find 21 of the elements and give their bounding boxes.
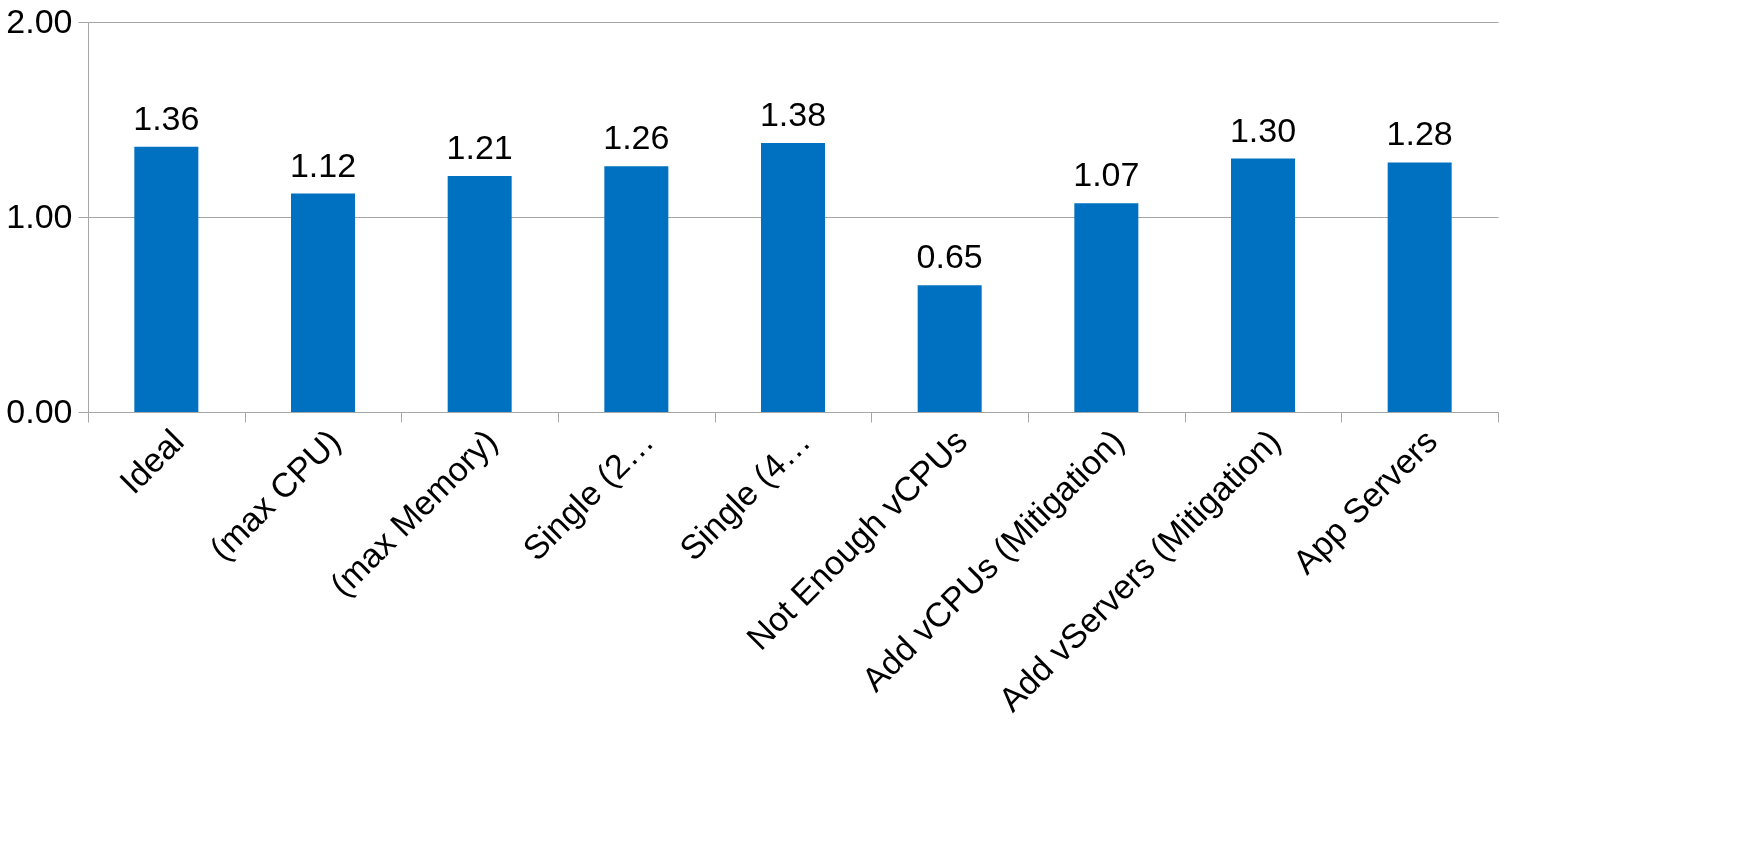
data-label: 0.65 [916,237,983,276]
bar [1074,203,1139,412]
data-label: 1.28 [1386,114,1453,153]
bar [134,146,199,412]
bar [1231,158,1295,412]
y-tick-label: 2.00 [6,1,73,40]
bar [447,176,512,412]
data-label: 1.26 [603,118,670,157]
data-label: 1.21 [446,128,513,167]
data-label: 1.38 [759,94,827,133]
data-label: 1.36 [133,98,200,137]
bar [761,142,825,412]
data-label: 1.12 [289,145,357,184]
y-tick-label: 0.00 [6,391,73,430]
data-label: 1.07 [1073,155,1140,194]
bar [604,166,669,412]
bar [917,285,982,412]
bar [291,193,355,412]
bar [1387,162,1452,412]
data-label: 1.30 [1229,110,1297,149]
y-tick-label: 1.00 [6,196,73,235]
